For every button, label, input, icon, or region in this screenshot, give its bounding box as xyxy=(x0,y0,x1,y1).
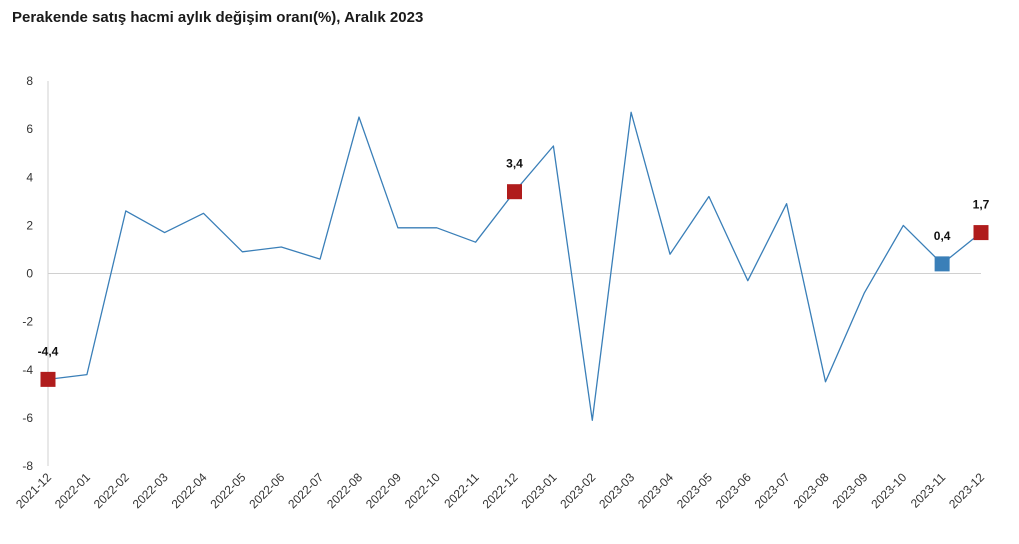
data-label: -4,4 xyxy=(38,344,59,358)
data-label: 3,4 xyxy=(506,157,523,171)
x-tick-label: 2023-05 xyxy=(674,470,715,511)
y-tick-label: 6 xyxy=(26,122,33,136)
data-label: 0,4 xyxy=(934,229,951,243)
highlight-markers xyxy=(40,184,989,387)
x-tick-label: 2023-01 xyxy=(518,470,559,511)
x-tick-label: 2022-03 xyxy=(130,470,171,511)
x-tick-label: 2023-04 xyxy=(635,470,676,511)
highlight-marker xyxy=(507,184,522,200)
y-tick-label: 4 xyxy=(26,170,33,184)
x-tick-label: 2022-10 xyxy=(402,470,443,511)
x-tick-label: 2022-11 xyxy=(441,470,482,511)
x-tick-label: 2023-12 xyxy=(946,470,987,511)
x-tick-label: 2022-06 xyxy=(246,470,287,511)
axes xyxy=(47,81,981,466)
highlight-marker xyxy=(973,225,989,241)
data-label: 1,7 xyxy=(973,198,990,212)
x-tick-labels: 2021-122022-012022-022022-032022-042022-… xyxy=(13,470,987,511)
x-tick-label: 2022-04 xyxy=(169,470,210,511)
x-tick-label: 2023-11 xyxy=(908,470,949,511)
x-tick-label: 2022-01 xyxy=(52,470,93,511)
x-tick-label: 2023-09 xyxy=(829,470,870,511)
highlight-marker xyxy=(40,371,56,387)
x-tick-label: 2023-06 xyxy=(713,470,754,511)
x-tick-label: 2023-03 xyxy=(596,470,637,511)
x-tick-label: 2023-02 xyxy=(557,470,598,511)
y-tick-label: -4 xyxy=(22,363,33,377)
y-tick-label: 2 xyxy=(26,218,33,232)
y-tick-labels: -8 -6 -4 -2 0 2 4 6 8 xyxy=(22,74,33,473)
y-tick-label: -6 xyxy=(22,411,33,425)
data-labels: -4,4 3,4 0,4 1,7 xyxy=(38,157,990,359)
x-tick-label: 2022-07 xyxy=(285,470,326,511)
x-tick-label: 2023-08 xyxy=(791,470,832,511)
chart-title: Perakende satış hacmi aylık değişim oran… xyxy=(12,9,424,26)
x-tick-label: 2022-08 xyxy=(324,470,365,511)
x-tick-label: 2022-05 xyxy=(207,470,248,511)
x-tick-label: 2022-09 xyxy=(363,470,404,511)
y-tick-label: 0 xyxy=(26,267,33,281)
x-tick-label: 2022-02 xyxy=(91,470,132,511)
x-tick-label: 2023-10 xyxy=(868,470,909,511)
y-tick-label: -8 xyxy=(22,459,33,473)
x-tick-label: 2021-12 xyxy=(13,470,54,511)
y-tick-label: 8 xyxy=(26,74,33,88)
x-tick-label: 2023-07 xyxy=(752,470,793,511)
y-tick-label: -2 xyxy=(22,315,33,329)
x-tick-label: 2022-12 xyxy=(480,470,521,511)
highlight-marker xyxy=(934,256,950,272)
